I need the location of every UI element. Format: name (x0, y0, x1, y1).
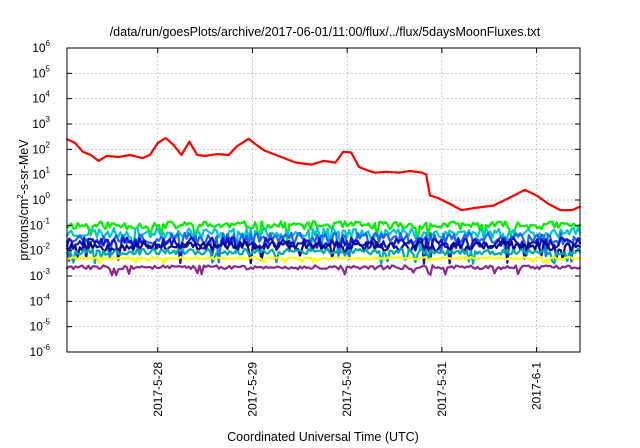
x-tick-label: 2017-6-1 (530, 362, 544, 410)
y-tick-label: 100 (32, 191, 50, 207)
y-axis-label-exponent: 2 (16, 194, 25, 199)
y-tick-label: 10-4 (30, 292, 51, 308)
y-tick-label: 10-5 (30, 318, 51, 334)
series-line-1 (65, 136, 582, 212)
series-line-3 (65, 226, 582, 254)
y-tick-label: 103 (32, 115, 50, 131)
series-line-8 (65, 255, 582, 265)
series-line-7 (65, 247, 582, 265)
tick-layer (67, 47, 580, 353)
y-tick-label: 101 (32, 166, 50, 182)
y-tick-labels: 10-6 10-5 10-4 10-3 10-2 10-1 100 101 102 103 104 1… (30, 39, 51, 359)
series-line-9 (65, 264, 582, 277)
x-tick-labels: 2017-5-28 2017-5-29 2017-5-30 2017-5-31 2017… (151, 362, 544, 417)
series-line-4 (65, 231, 582, 264)
x-axis-label: Coordinated Universal Time (UTC) (227, 430, 419, 444)
y-axis-label-base: protons/cm (17, 199, 31, 261)
y-tick-label: 10-6 (30, 343, 51, 359)
x-tick-label: 2017-5-28 (151, 362, 165, 417)
y-tick-label: 10-3 (30, 267, 51, 283)
y-axis-label: protons/cm2-s-sr-MeV (16, 139, 31, 261)
x-tick-label: 2017-5-31 (435, 362, 449, 417)
y-tick-label: 104 (32, 90, 50, 106)
x-tick-label: 2017-5-30 (340, 362, 354, 417)
y-tick-label: 10-1 (30, 216, 51, 232)
chart-title: /data/run/goesPlots/archive/2017-06-01/1… (110, 25, 541, 39)
y-tick-label: 102 (32, 140, 50, 156)
series-line-2 (65, 220, 582, 243)
y-tick-label: 10-2 (30, 242, 51, 258)
y-tick-label: 106 (32, 39, 50, 55)
series-layer (65, 136, 582, 277)
x-tick-label: 2017-5-29 (245, 362, 259, 417)
y-tick-label: 105 (32, 64, 50, 80)
y-axis-label-rest: -s-sr-MeV (17, 139, 31, 195)
